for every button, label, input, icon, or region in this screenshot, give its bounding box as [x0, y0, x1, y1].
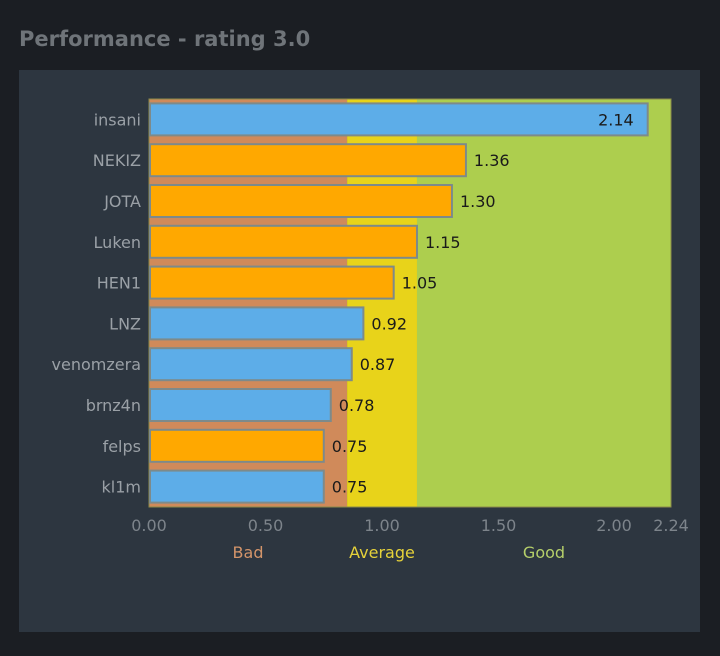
value-label: 1.36 — [474, 151, 510, 170]
value-label: 1.05 — [402, 274, 438, 293]
category-label: felps — [103, 437, 141, 456]
bar-kl1m — [149, 469, 325, 504]
bar-NEKIZ — [149, 143, 467, 178]
band-label-average: Average — [349, 543, 415, 562]
x-tick-label: 2.00 — [596, 516, 632, 535]
bar-felps — [149, 428, 325, 463]
value-label: 0.92 — [371, 314, 407, 333]
value-label: 0.78 — [339, 396, 375, 415]
x-tick-label: 2.24 — [653, 516, 689, 535]
category-label: insani — [94, 110, 141, 129]
value-label: 0.75 — [332, 478, 368, 497]
category-label: kl1m — [102, 478, 141, 497]
page-title: Performance - rating 3.0 — [19, 27, 311, 51]
value-label: 0.75 — [332, 437, 368, 456]
x-tick-label: 1.50 — [481, 516, 517, 535]
band-label-good: Good — [523, 543, 565, 562]
x-tick-label: 0.50 — [248, 516, 284, 535]
category-label: brnz4n — [86, 396, 141, 415]
bar-HEN1 — [149, 265, 395, 300]
bar-brnz4n — [149, 388, 332, 422]
plot-border — [148, 98, 672, 508]
category-label: JOTA — [103, 192, 141, 211]
value-label: 2.14 — [598, 110, 634, 129]
value-label: 1.15 — [425, 233, 461, 252]
category-label: HEN1 — [97, 274, 141, 293]
bar-venomzera — [149, 347, 353, 382]
band-label-bad: Bad — [233, 543, 264, 562]
bar-insani — [149, 102, 649, 137]
category-label: venomzera — [52, 355, 141, 374]
category-label: LNZ — [109, 314, 141, 333]
x-tick-label: 0.00 — [131, 516, 167, 535]
category-label: Luken — [94, 233, 141, 252]
category-label: NEKIZ — [93, 151, 141, 170]
value-label: 0.87 — [360, 355, 396, 374]
bar-JOTA — [149, 184, 453, 218]
x-tick-label: 1.00 — [364, 516, 400, 535]
bar-Luken — [149, 224, 418, 259]
value-label: 1.30 — [460, 192, 496, 211]
bar-LNZ — [149, 306, 365, 341]
